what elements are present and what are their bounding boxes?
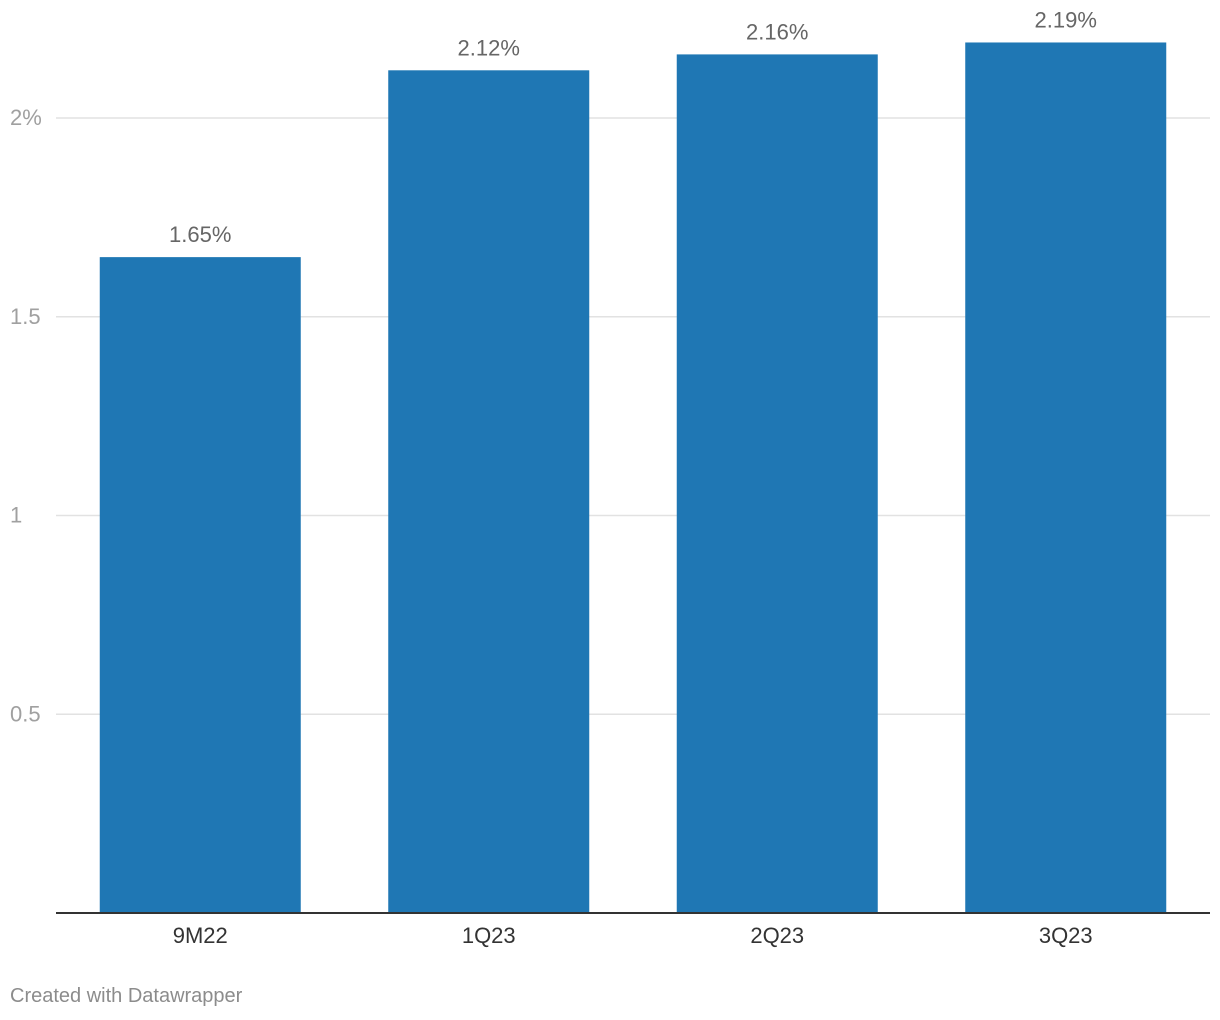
bar-value-label: 2.12% <box>458 35 520 60</box>
x-tick-label: 3Q23 <box>1039 923 1093 948</box>
bars <box>99 42 1167 914</box>
credit-text: Created with Datawrapper <box>10 985 243 1007</box>
bar-value-label: 2.19% <box>1035 7 1097 32</box>
y-tick-label: 0.5 <box>10 701 41 726</box>
x-tick-label: 2Q23 <box>750 923 804 948</box>
y-tick-label: 2% <box>10 105 42 130</box>
y-tick-label: 1.5 <box>10 304 41 329</box>
bar-value-label: 1.65% <box>169 222 231 247</box>
bar <box>388 70 590 914</box>
x-tick-label: 9M22 <box>173 923 228 948</box>
bar <box>676 54 878 913</box>
x-tick-label: 1Q23 <box>462 923 516 948</box>
x-axis-ticks: 9M22 1Q23 2Q23 3Q23 <box>173 923 1093 948</box>
bar-value-label: 2.16% <box>746 19 808 44</box>
y-tick-label: 1 <box>10 503 22 528</box>
bar <box>965 42 1167 914</box>
value-labels: 1.65% 2.12% 2.16% 2.19% <box>169 7 1097 247</box>
bar <box>99 257 301 913</box>
y-axis-ticks: 0.5 1 1.5 2% <box>10 105 42 726</box>
